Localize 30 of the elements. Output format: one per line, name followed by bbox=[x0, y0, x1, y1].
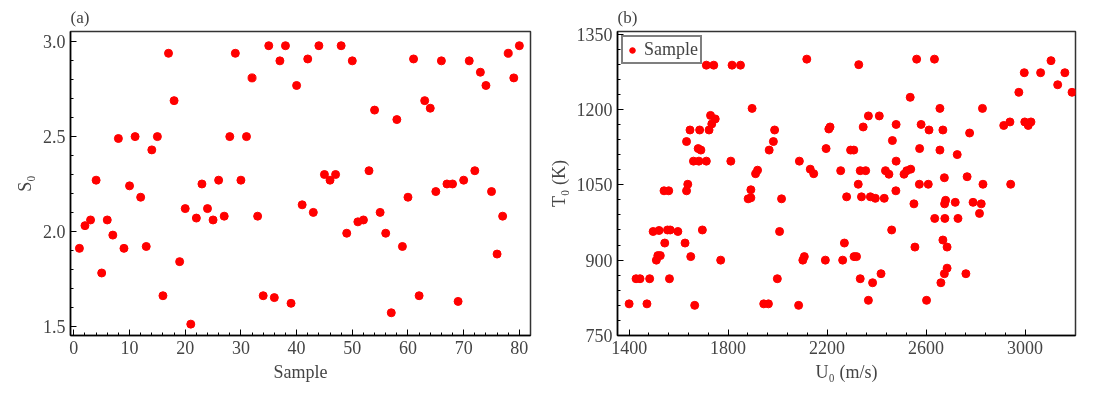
x-tick-label: 40 bbox=[287, 337, 306, 358]
x-tick-label: 60 bbox=[398, 337, 417, 358]
chart-title: (a) bbox=[70, 7, 90, 27]
x-tick-label: 2200 bbox=[809, 337, 846, 358]
legend-label: Sample bbox=[644, 39, 698, 60]
y-tick-label: 900 bbox=[585, 250, 613, 271]
x-tick-label: 80 bbox=[510, 337, 529, 358]
x-axis-title: U₀ (m/s) bbox=[815, 361, 878, 383]
y-tick-label: 1050 bbox=[576, 175, 613, 196]
x-tick-label: 3000 bbox=[1007, 337, 1044, 358]
x-tick-label: 50 bbox=[343, 337, 362, 358]
y-tick-label: 1.5 bbox=[43, 316, 66, 337]
chart-title: (b) bbox=[617, 7, 638, 27]
x-tick-label: 30 bbox=[231, 337, 250, 358]
y-tick-label: 1350 bbox=[576, 24, 613, 45]
x-axis-title: Sample bbox=[273, 361, 328, 382]
y-tick-label: 3.0 bbox=[43, 32, 66, 53]
y-tick-label: 2.5 bbox=[43, 127, 66, 148]
y-axis-title: T₀ (K) bbox=[548, 160, 570, 207]
x-tick-label: 2600 bbox=[908, 337, 945, 358]
x-tick-label: 10 bbox=[120, 337, 139, 358]
y-axis-title: S₀ bbox=[15, 175, 35, 192]
y-tick-label: 2.0 bbox=[43, 221, 66, 242]
y-tick-label: 1200 bbox=[576, 99, 613, 120]
x-tick-label: 1800 bbox=[710, 337, 747, 358]
x-tick-label: 1400 bbox=[611, 337, 648, 358]
x-tick-label: 20 bbox=[176, 337, 195, 358]
x-tick-label: 70 bbox=[454, 337, 473, 358]
x-tick-label: 0 bbox=[69, 337, 79, 358]
y-tick-label: 750 bbox=[585, 326, 613, 346]
